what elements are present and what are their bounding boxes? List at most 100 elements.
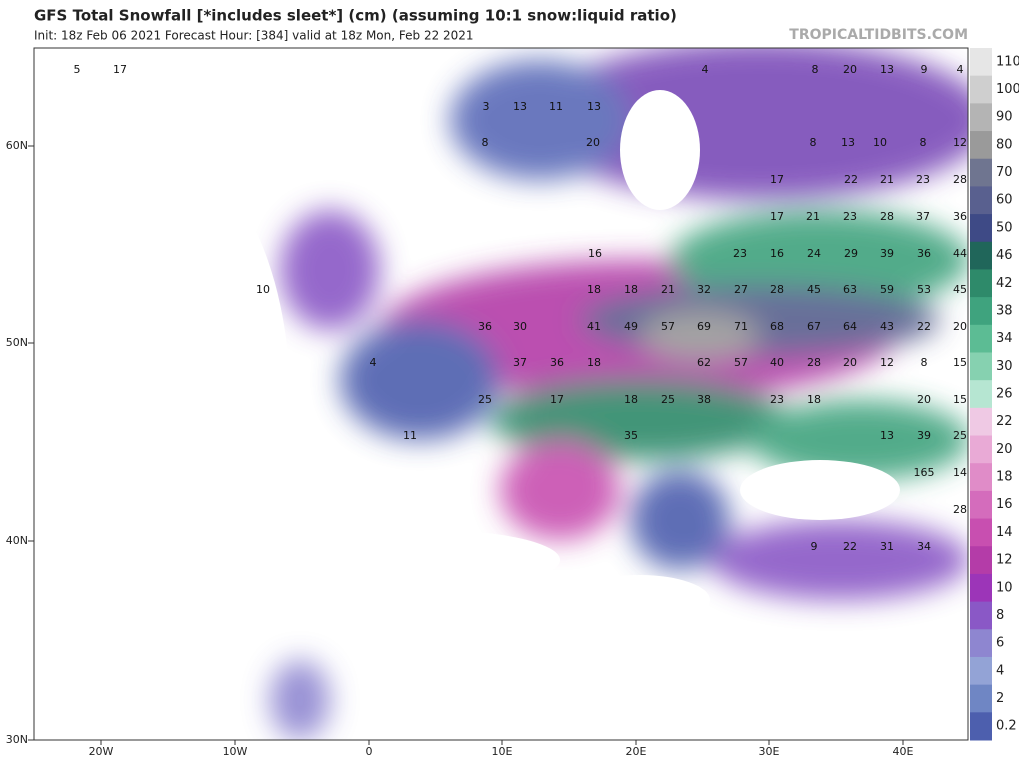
snow-value: 59 bbox=[880, 283, 894, 296]
snow-value: 10 bbox=[873, 136, 887, 149]
snow-value: 37 bbox=[916, 210, 930, 223]
colorbar-swatch bbox=[970, 684, 992, 713]
snow-value: 18 bbox=[624, 283, 638, 296]
snow-value: 23 bbox=[733, 247, 747, 260]
site: TROPICALTIDBITS.COM bbox=[789, 27, 968, 43]
snow-value: 36 bbox=[478, 320, 492, 333]
snow-value: 32 bbox=[697, 283, 711, 296]
snow-value: 20 bbox=[953, 320, 967, 333]
colorbar-swatch bbox=[970, 158, 992, 187]
lon-label: 40E bbox=[893, 745, 914, 758]
lon-label: 10E bbox=[492, 745, 513, 758]
snow-value: 37 bbox=[513, 356, 527, 369]
snow-value: 30 bbox=[513, 320, 527, 333]
colorbar-label: 46 bbox=[996, 248, 1013, 263]
snow-value: 71 bbox=[734, 320, 748, 333]
colorbar-label: 20 bbox=[996, 442, 1013, 457]
snow-value: 36 bbox=[953, 210, 967, 223]
snow-value: 25 bbox=[661, 393, 675, 406]
snow-value: 63 bbox=[843, 283, 857, 296]
snow-value: 21 bbox=[806, 210, 820, 223]
snow-value: 25 bbox=[478, 393, 492, 406]
snow-value: 40 bbox=[770, 356, 784, 369]
snow-value: 25 bbox=[953, 429, 967, 442]
lat-label: 40N bbox=[6, 534, 28, 547]
snow-value: 4 bbox=[702, 63, 709, 76]
snow-value: 44 bbox=[953, 247, 967, 260]
snow-value: 22 bbox=[917, 320, 931, 333]
colorbar-label: 10 bbox=[996, 580, 1013, 595]
snow-value: 23 bbox=[843, 210, 857, 223]
snow-value: 15 bbox=[953, 393, 967, 406]
snow-value: 31 bbox=[880, 540, 894, 553]
snow-value: 28 bbox=[880, 210, 894, 223]
snow-value: 13 bbox=[880, 429, 894, 442]
snow-value: 45 bbox=[807, 283, 821, 296]
snow-value: 45 bbox=[953, 283, 967, 296]
snow-value: 4 bbox=[957, 63, 964, 76]
snow-value: 39 bbox=[880, 247, 894, 260]
snow-value: 9 bbox=[921, 63, 928, 76]
colorbar-swatch bbox=[970, 573, 992, 603]
lon-label: 20E bbox=[626, 745, 647, 758]
colorbar-label: 34 bbox=[996, 331, 1013, 346]
snow-value: 24 bbox=[807, 247, 821, 260]
snow-value: 23 bbox=[916, 173, 930, 186]
colorbar-label: 30 bbox=[996, 359, 1013, 374]
colorbar-label: 18 bbox=[996, 470, 1013, 485]
snow-value: 28 bbox=[807, 356, 821, 369]
colorbar-label: 16 bbox=[996, 497, 1013, 512]
snow-value: 39 bbox=[917, 429, 931, 442]
snow-value: 21 bbox=[880, 173, 894, 186]
subtitle: Init: 18z Feb 06 2021 Forecast Hour: [38… bbox=[34, 29, 474, 43]
colorbar-swatch bbox=[970, 324, 992, 353]
snow-value: 13 bbox=[513, 100, 527, 113]
snow-value: 36 bbox=[917, 247, 931, 260]
snow-value: 21 bbox=[661, 283, 675, 296]
snow-value: 38 bbox=[697, 393, 711, 406]
colorbar-label: 100 bbox=[996, 82, 1019, 97]
colorbar-swatch bbox=[970, 435, 992, 464]
colorbar-label: 70 bbox=[996, 165, 1013, 180]
colorbar-swatch bbox=[970, 269, 992, 298]
snow-value: 10 bbox=[256, 283, 270, 296]
colorbar-swatch bbox=[970, 629, 992, 658]
snow-value: 20 bbox=[843, 356, 857, 369]
colorbar-swatch bbox=[970, 186, 992, 215]
snow-value: 11 bbox=[403, 429, 417, 442]
colorbar-swatch bbox=[970, 518, 992, 547]
snow-value: 18 bbox=[587, 283, 601, 296]
colorbar-label: 2 bbox=[996, 691, 1004, 706]
snow-value: 8 bbox=[920, 136, 927, 149]
lon-label: 20W bbox=[89, 745, 114, 758]
snow-value: 27 bbox=[734, 283, 748, 296]
colorbar-label: 12 bbox=[996, 553, 1013, 568]
snow-value: 36 bbox=[550, 356, 564, 369]
snow-value: 20 bbox=[843, 63, 857, 76]
snow-value: 20 bbox=[917, 393, 931, 406]
colorbar-swatch bbox=[970, 407, 992, 437]
colorbar-swatch bbox=[970, 214, 992, 243]
colorbar-label: 26 bbox=[996, 387, 1013, 402]
snow-value: 16 bbox=[588, 247, 602, 260]
snow-value: 9 bbox=[811, 540, 818, 553]
snow-value: 29 bbox=[844, 247, 858, 260]
colorbar-swatch bbox=[970, 131, 992, 160]
colorbar-label: 0.2 bbox=[996, 719, 1017, 734]
colorbar-label: 38 bbox=[996, 303, 1013, 318]
snow-value: 11 bbox=[549, 100, 563, 113]
snow-value: 8 bbox=[482, 136, 489, 149]
snow-value: 5 bbox=[74, 63, 81, 76]
snow-value: 16 bbox=[770, 247, 784, 260]
colorbar-swatch bbox=[970, 463, 992, 492]
snow-value: 49 bbox=[624, 320, 638, 333]
snow-value: 64 bbox=[843, 320, 857, 333]
snow-value: 8 bbox=[812, 63, 819, 76]
snow-value: 8 bbox=[810, 136, 817, 149]
colorbar-label: 8 bbox=[996, 608, 1004, 623]
snow-value: 8 bbox=[921, 356, 928, 369]
snow-value: 62 bbox=[697, 356, 711, 369]
colorbar-label: 110 bbox=[996, 54, 1019, 69]
colorbar-swatch bbox=[970, 103, 992, 132]
